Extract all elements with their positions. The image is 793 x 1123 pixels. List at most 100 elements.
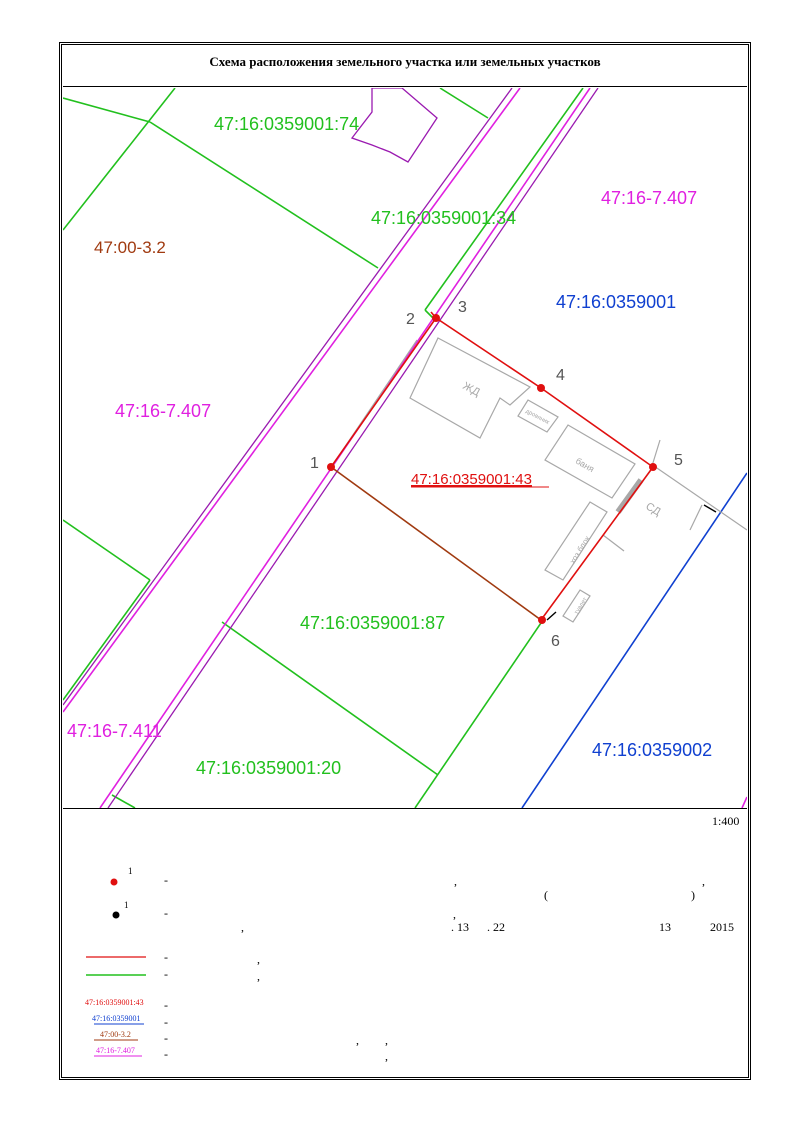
quarter-label-002: 47:16:0359002 (592, 740, 712, 760)
purple-line (63, 88, 513, 706)
legend-label-407: 47:16-7.407 (96, 1046, 135, 1055)
gray-structures (331, 337, 747, 623)
zone-label-407-top: 47:16-7.407 (601, 188, 697, 208)
legend-graphics (86, 878, 146, 1057)
quarter-label-001: 47:16:0359001 (556, 292, 676, 312)
green-line (439, 88, 489, 119)
parcel-43-red-boundary (330, 316, 655, 621)
black-tick (703, 504, 717, 513)
legend-paren-close: ) (691, 888, 695, 902)
blue-quarter-line (521, 472, 747, 808)
zone-label-407-left: 47:16-7.407 (115, 401, 211, 421)
fence-line (651, 439, 661, 467)
map-sheet-frame (59, 42, 751, 1080)
green-line (414, 619, 544, 808)
legend-paren-open: ( (544, 888, 548, 902)
fence-line (653, 465, 747, 531)
legend-num-22: . 22 (487, 920, 505, 934)
zone-label-411: 47:16-7.411 (67, 721, 162, 741)
legend-comma: , (385, 1033, 388, 1047)
legend-label-001: 47:16:0359001 (92, 1014, 141, 1023)
label-small-1: дровяник (524, 409, 550, 427)
legend-label-43: 47:16:0359001:43 (85, 998, 144, 1007)
point-4 (537, 384, 545, 392)
parcel-label-87: 47:16:0359001:87 (300, 613, 445, 633)
green-line (221, 621, 439, 776)
purple-road-lines (63, 88, 599, 808)
legend-comma: , (356, 1033, 359, 1047)
map-title: Схема расположения земельного участка ил… (209, 54, 601, 69)
point-label-6: 6 (551, 633, 560, 650)
legend-dash: - (164, 1015, 168, 1029)
boundary-points (327, 314, 657, 624)
green-line (63, 579, 151, 701)
legend-dash: - (164, 967, 168, 981)
point-label-4: 4 (556, 367, 565, 384)
point-label-3: 3 (458, 299, 467, 316)
magenta-line (63, 88, 521, 713)
legend-dash: - (164, 998, 168, 1012)
legend-black-point (112, 911, 120, 919)
scale-label: 1:400 (712, 814, 740, 828)
legend-red-point-sup: 1 (128, 866, 133, 876)
green-line (424, 88, 584, 311)
small-building-1 (517, 399, 559, 433)
point-3 (432, 314, 440, 322)
legend-comma: , (241, 920, 244, 934)
green-line (63, 88, 176, 231)
legend-comma: , (453, 907, 456, 921)
label-sd: СД (643, 500, 663, 518)
point-numbers: 1 2 3 4 5 6 (310, 299, 683, 650)
legend-dash: - (164, 950, 168, 964)
small-building-2 (562, 589, 591, 623)
legend-comma: , (702, 874, 705, 888)
fence-line (602, 534, 625, 552)
house-outline (409, 337, 532, 439)
point-label-2: 2 (406, 311, 415, 328)
banya-outline (544, 424, 636, 499)
parcel-labels: 47:16:0359001:74 47:16:0359001:34 47:16:… (67, 114, 712, 778)
title-bar: Схема расположения земельного участка ил… (63, 46, 747, 87)
point-label-5: 5 (674, 452, 683, 469)
point-1 (327, 463, 335, 471)
hoz-block-outline (544, 501, 608, 581)
legend-num-13b: 13 (659, 920, 671, 934)
legend-black-point-sup: 1 (124, 900, 129, 910)
legend-dash: - (164, 1047, 168, 1061)
point-label-1: 1 (310, 455, 319, 472)
green-parcel-lines (63, 88, 584, 808)
legend-label-32: 47:00-3.2 (100, 1030, 131, 1039)
legend-year: 2015 (710, 920, 734, 934)
parcel-label-20: 47:16:0359001:20 (196, 758, 341, 778)
label-hoz: хоз.блок (568, 534, 592, 566)
legend-separator (63, 808, 747, 809)
parcel-label-43: 47:16:0359001:43 (411, 471, 532, 488)
parcel-43-brown-boundary (330, 466, 542, 621)
green-line (149, 121, 379, 269)
legend-comma: , (454, 874, 457, 888)
purple-building-outline (350, 88, 438, 163)
legend-comma: , (257, 952, 260, 966)
legend-dash: - (164, 906, 168, 920)
green-line (63, 97, 151, 123)
point-6 (538, 616, 546, 624)
legend-comma: , (257, 969, 260, 983)
legend-dash: - (164, 1031, 168, 1045)
parcel-label-74: 47:16:0359001:74 (214, 114, 359, 134)
label-banya: баня (574, 456, 596, 475)
legend-num-13a: . 13 (451, 920, 469, 934)
green-line (63, 519, 151, 581)
legend-comma: , (385, 1049, 388, 1063)
green-line (424, 309, 434, 319)
black-tick (546, 611, 557, 621)
point-5 (649, 463, 657, 471)
gate-block (615, 478, 644, 514)
legend-red-point (110, 878, 118, 886)
purple-line (107, 88, 599, 808)
fence-line (689, 504, 703, 531)
label-small-2: туалет (574, 597, 589, 616)
legend-dash: - (164, 873, 168, 887)
magenta-line (741, 796, 747, 808)
zone-label-32: 47:00-3.2 (94, 238, 166, 257)
